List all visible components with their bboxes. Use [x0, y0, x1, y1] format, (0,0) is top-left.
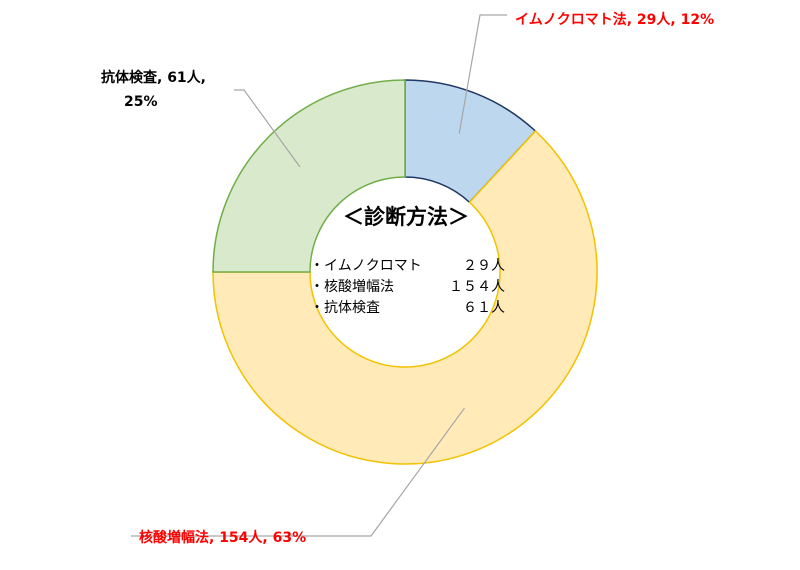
chart-title: ＜診断方法＞: [343, 205, 469, 229]
slice-label-immunochromatography: イムノクロマト法, 29人, 12%: [515, 11, 714, 28]
slice-nucleic-acid-amplification: [212, 130, 598, 465]
slice-label-antibody-test-line1: 抗体検査, 61人,: [101, 69, 206, 86]
center-list-name-1: ・核酸増幅法: [310, 279, 394, 295]
leader-line-antibody-test: [234, 89, 301, 168]
center-list-name-0: ・イムノクロマト: [310, 258, 422, 274]
center-list-count-2: ６１人: [463, 300, 505, 316]
leader-line-immunochromatography: [458, 14, 507, 134]
center-list-count-0: ２９人: [463, 258, 505, 274]
leader-line-nucleic-acid-amplification: [131, 407, 465, 537]
center-list-name-2: ・抗体検査: [310, 300, 380, 316]
center-list-count-1: １５４人: [449, 279, 505, 295]
slice-antibody-test: [212, 79, 406, 273]
slice-label-nucleic-acid-amplification: 核酸増幅法, 154人, 63%: [139, 529, 306, 546]
slice-group: [212, 79, 598, 465]
leader-line-group: [131, 14, 507, 537]
slice-label-antibody-test-line2: 25%: [124, 94, 158, 110]
